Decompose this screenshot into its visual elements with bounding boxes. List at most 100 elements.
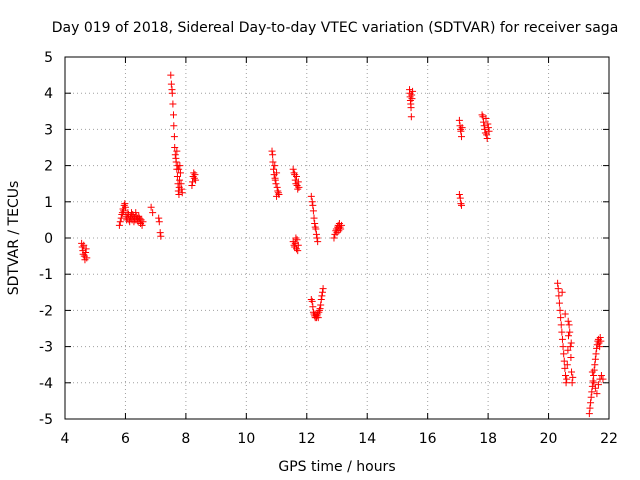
data-point <box>333 229 341 237</box>
y-tick-label: -3 <box>39 340 53 356</box>
data-point <box>595 339 603 347</box>
y-tick-label: 4 <box>44 86 53 102</box>
data-point <box>293 172 301 180</box>
data-point <box>115 221 123 229</box>
data-point <box>271 162 279 170</box>
data-point <box>269 158 277 166</box>
data-point <box>317 296 325 304</box>
data-point <box>117 214 125 222</box>
data-point <box>316 305 324 313</box>
x-tick-label: 20 <box>540 431 558 447</box>
data-point <box>147 203 155 211</box>
data-point <box>456 194 464 202</box>
data-point <box>311 223 319 231</box>
data-point <box>314 238 322 246</box>
data-point <box>312 230 320 238</box>
data-point <box>190 174 198 182</box>
data-point <box>458 201 466 209</box>
data-point <box>137 216 145 224</box>
data-point <box>569 373 577 381</box>
data-point <box>272 180 280 188</box>
data-point <box>556 306 564 314</box>
data-point <box>155 214 163 222</box>
data-point <box>129 210 137 218</box>
grid <box>65 57 609 419</box>
data-point <box>171 151 179 159</box>
data-point <box>175 191 183 199</box>
data-point <box>308 297 316 305</box>
x-tick-label: 10 <box>237 431 255 447</box>
data-point <box>554 279 562 287</box>
data-point <box>116 218 124 226</box>
data-point <box>309 201 317 209</box>
data-point <box>314 314 322 322</box>
data-point <box>291 176 299 184</box>
data-point <box>565 321 573 329</box>
data-point <box>560 357 568 365</box>
data-point <box>591 384 599 392</box>
x-tick-label: 12 <box>298 431 316 447</box>
x-tick-label: 4 <box>61 431 70 447</box>
data-point <box>157 232 165 240</box>
data-point <box>407 113 415 121</box>
data-point <box>457 127 465 135</box>
data-point <box>455 191 463 199</box>
data-point <box>315 306 323 314</box>
data-point <box>596 334 604 342</box>
data-point <box>268 147 276 155</box>
data-point <box>593 344 601 352</box>
y-tick-label: -1 <box>39 267 53 283</box>
data-point <box>176 176 184 184</box>
data-point <box>170 133 178 141</box>
data-point <box>132 209 140 217</box>
data-point <box>587 399 595 407</box>
data-point <box>594 381 602 389</box>
data-point <box>167 71 175 79</box>
data-point <box>118 210 126 218</box>
data-point <box>82 245 90 253</box>
data-point <box>566 343 574 351</box>
data-point <box>557 321 565 329</box>
data-point <box>310 214 318 222</box>
data-point <box>138 221 146 229</box>
y-axis-label: SDTVAR / TECUs <box>6 181 22 296</box>
data-point <box>121 200 129 208</box>
data-point <box>599 375 607 383</box>
data-point <box>563 375 571 383</box>
data-point <box>482 115 490 123</box>
data-point <box>176 169 184 177</box>
y-tick-labels: -5 -4 -3 -2 -1 0 1 2 3 4 5 <box>39 50 53 428</box>
data-point <box>338 221 346 229</box>
data-point <box>458 124 466 132</box>
data-point <box>567 339 575 347</box>
data-point <box>273 169 281 177</box>
data-point <box>455 116 463 124</box>
data-point <box>597 337 605 345</box>
data-point <box>175 165 183 173</box>
data-point <box>273 183 281 191</box>
data-point <box>591 361 599 369</box>
data-point <box>149 209 157 217</box>
data-point <box>290 169 298 177</box>
data-point <box>169 100 177 108</box>
data-point <box>586 404 594 412</box>
chart-title: Day 019 of 2018, Sidereal Day-to-day VTE… <box>52 20 619 36</box>
data-point <box>309 303 317 311</box>
data-point <box>319 285 327 293</box>
data-point <box>139 218 147 226</box>
data-point <box>588 368 596 376</box>
data-point <box>565 332 573 340</box>
data-point <box>561 364 569 372</box>
data-point <box>271 174 279 182</box>
data-point <box>566 328 574 336</box>
data-point <box>590 366 598 374</box>
data-point <box>170 122 178 130</box>
data-point <box>293 182 301 190</box>
data-point <box>156 229 164 237</box>
data-point <box>314 310 322 318</box>
data-point <box>335 227 343 235</box>
data-point <box>167 80 175 88</box>
data-point <box>597 372 605 380</box>
data-point <box>172 158 180 166</box>
data-point <box>308 198 316 206</box>
